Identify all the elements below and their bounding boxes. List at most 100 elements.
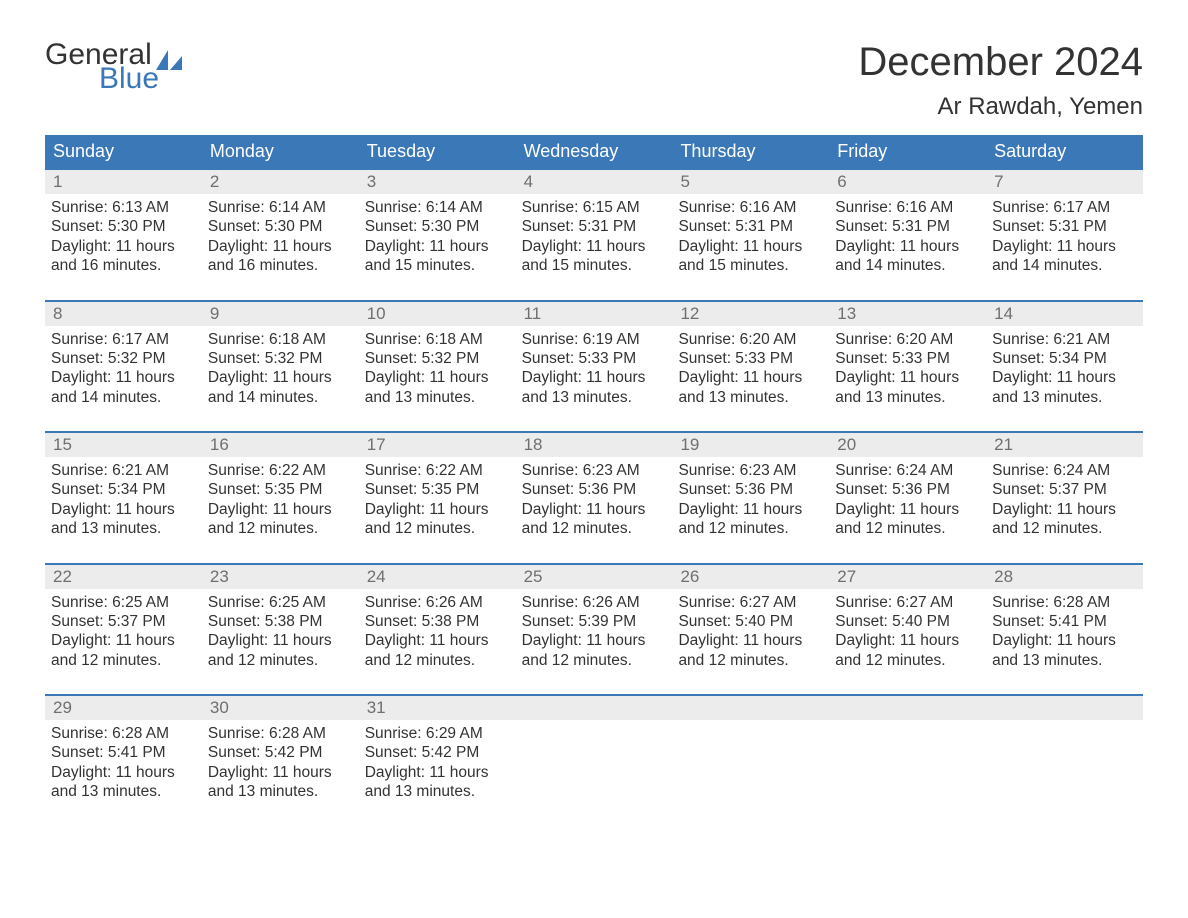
day-sunrise: Sunrise: 6:14 AM — [365, 198, 510, 217]
day-day2: and 12 minutes. — [208, 651, 353, 670]
day-day1: Daylight: 11 hours — [522, 368, 667, 387]
day-day1: Daylight: 11 hours — [208, 763, 353, 782]
title-block: December 2024 Ar Rawdah, Yemen — [858, 40, 1143, 121]
day-day2: and 12 minutes. — [365, 651, 510, 670]
week-row: 22Sunrise: 6:25 AMSunset: 5:37 PMDayligh… — [45, 563, 1143, 681]
day-sunrise: Sunrise: 6:25 AM — [51, 593, 196, 612]
day-number: . — [516, 696, 673, 720]
day-sunset: Sunset: 5:35 PM — [208, 480, 353, 499]
weekday-header: Tuesday — [359, 135, 516, 168]
day-sunrise: Sunrise: 6:25 AM — [208, 593, 353, 612]
day-day1: Daylight: 11 hours — [51, 368, 196, 387]
day-cell: 8 Sunrise: 6:17 AMSunset: 5:32 PMDaylight… — [45, 302, 202, 418]
day-sunrise: Sunrise: 6:16 AM — [835, 198, 980, 217]
week-row: 29Sunrise: 6:28 AMSunset: 5:41 PMDayligh… — [45, 694, 1143, 812]
day-cell: 28Sunrise: 6:28 AMSunset: 5:41 PMDayligh… — [986, 565, 1143, 681]
day-details: Sunrise: 6:28 AMSunset: 5:41 PMDaylight:… — [51, 724, 196, 802]
day-details: Sunrise: 6:27 AMSunset: 5:40 PMDaylight:… — [678, 593, 823, 671]
day-number: 25 — [516, 565, 673, 589]
day-cell: . — [672, 696, 829, 812]
day-cell: 2Sunrise: 6:14 AMSunset: 5:30 PMDaylight… — [202, 170, 359, 286]
day-details: Sunrise: 6:29 AMSunset: 5:42 PMDaylight:… — [365, 724, 510, 802]
day-number: 1 — [45, 170, 202, 194]
day-day1: Daylight: 11 hours — [992, 368, 1137, 387]
day-day1: Daylight: 11 hours — [835, 368, 980, 387]
day-day1: Daylight: 11 hours — [51, 631, 196, 650]
day-number: 7 — [986, 170, 1143, 194]
day-sunset: Sunset: 5:31 PM — [835, 217, 980, 236]
day-cell: 5Sunrise: 6:16 AMSunset: 5:31 PMDaylight… — [672, 170, 829, 286]
day-day2: and 14 minutes. — [835, 256, 980, 275]
day-sunset: Sunset: 5:33 PM — [835, 349, 980, 368]
weekday-header: Friday — [829, 135, 986, 168]
day-sunset: Sunset: 5:41 PM — [992, 612, 1137, 631]
day-day1: Daylight: 11 hours — [678, 368, 823, 387]
weekday-header: Saturday — [986, 135, 1143, 168]
day-sunset: Sunset: 5:42 PM — [208, 743, 353, 762]
day-day2: and 12 minutes. — [678, 651, 823, 670]
day-number: 22 — [45, 565, 202, 589]
location: Ar Rawdah, Yemen — [858, 93, 1143, 121]
day-sunrise: Sunrise: 6:22 AM — [365, 461, 510, 480]
day-sunset: Sunset: 5:42 PM — [365, 743, 510, 762]
day-day2: and 13 minutes. — [835, 388, 980, 407]
day-day1: Daylight: 11 hours — [678, 500, 823, 519]
weekday-header: Thursday — [672, 135, 829, 168]
day-cell: 6Sunrise: 6:16 AMSunset: 5:31 PMDaylight… — [829, 170, 986, 286]
day-sunset: Sunset: 5:38 PM — [208, 612, 353, 631]
day-day1: Daylight: 11 hours — [51, 763, 196, 782]
day-details: Sunrise: 6:17 AMSunset: 5:32 PMDaylight:… — [51, 330, 196, 408]
day-sunrise: Sunrise: 6:21 AM — [992, 330, 1137, 349]
day-sunrise: Sunrise: 6:18 AM — [365, 330, 510, 349]
day-day2: and 14 minutes. — [992, 256, 1137, 275]
day-cell: 17 Sunrise: 6:22 AMSunset: 5:35 PMDayligh… — [359, 433, 516, 549]
day-sunset: Sunset: 5:38 PM — [365, 612, 510, 631]
day-details: Sunrise: 6:20 AMSunset: 5:33 PMDaylight:… — [835, 330, 980, 408]
day-sunset: Sunset: 5:40 PM — [835, 612, 980, 631]
day-sunrise: Sunrise: 6:24 AM — [835, 461, 980, 480]
day-number: 13 — [829, 302, 986, 326]
day-number: 5 — [672, 170, 829, 194]
day-day1: Daylight: 11 hours — [835, 500, 980, 519]
day-details: Sunrise: 6:23 AMSunset: 5:36 PMDaylight:… — [522, 461, 667, 539]
week-row: 1Sunrise: 6:13 AMSunset: 5:30 PMDaylight… — [45, 168, 1143, 286]
day-sunset: Sunset: 5:37 PM — [51, 612, 196, 631]
day-number: 11 — [516, 302, 673, 326]
calendar: Sunday Monday Tuesday Wednesday Thursday… — [45, 135, 1143, 812]
day-day2: and 13 minutes. — [208, 782, 353, 801]
day-cell: 30Sunrise: 6:28 AMSunset: 5:42 PMDayligh… — [202, 696, 359, 812]
day-sunrise: Sunrise: 6:15 AM — [522, 198, 667, 217]
day-sunset: Sunset: 5:32 PM — [365, 349, 510, 368]
day-details: Sunrise: 6:14 AMSunset: 5:30 PMDaylight:… — [365, 198, 510, 276]
day-number: 21 — [986, 433, 1143, 457]
day-day2: and 16 minutes. — [51, 256, 196, 275]
day-number: 8 — [45, 302, 202, 326]
day-cell: . — [829, 696, 986, 812]
day-cell: 10Sunrise: 6:18 AMSunset: 5:32 PMDayligh… — [359, 302, 516, 418]
day-day2: and 13 minutes. — [992, 388, 1137, 407]
day-cell: 31Sunrise: 6:29 AMSunset: 5:42 PMDayligh… — [359, 696, 516, 812]
day-day2: and 12 minutes. — [992, 519, 1137, 538]
day-number: 16 — [202, 433, 359, 457]
day-cell: 26Sunrise: 6:27 AMSunset: 5:40 PMDayligh… — [672, 565, 829, 681]
day-number: 27 — [829, 565, 986, 589]
day-details: Sunrise: 6:18 AMSunset: 5:32 PMDaylight:… — [208, 330, 353, 408]
day-day1: Daylight: 11 hours — [208, 631, 353, 650]
weekday-header-row: Sunday Monday Tuesday Wednesday Thursday… — [45, 135, 1143, 168]
day-sunrise: Sunrise: 6:28 AM — [208, 724, 353, 743]
day-day2: and 13 minutes. — [365, 782, 510, 801]
day-details: Sunrise: 6:26 AMSunset: 5:38 PMDaylight:… — [365, 593, 510, 671]
day-day2: and 14 minutes. — [208, 388, 353, 407]
day-sunrise: Sunrise: 6:29 AM — [365, 724, 510, 743]
day-sunrise: Sunrise: 6:20 AM — [678, 330, 823, 349]
day-number: 4 — [516, 170, 673, 194]
day-day1: Daylight: 11 hours — [835, 237, 980, 256]
day-number: 17 — [359, 433, 516, 457]
day-sunrise: Sunrise: 6:24 AM — [992, 461, 1137, 480]
day-day2: and 15 minutes. — [522, 256, 667, 275]
week-row: 15Sunrise: 6:21 AMSunset: 5:34 PMDayligh… — [45, 431, 1143, 549]
day-day2: and 13 minutes. — [522, 388, 667, 407]
day-details: Sunrise: 6:22 AMSunset: 5:35 PMDaylight:… — [365, 461, 510, 539]
day-details: Sunrise: 6:21 AMSunset: 5:34 PMDaylight:… — [51, 461, 196, 539]
day-details: Sunrise: 6:23 AMSunset: 5:36 PMDaylight:… — [678, 461, 823, 539]
